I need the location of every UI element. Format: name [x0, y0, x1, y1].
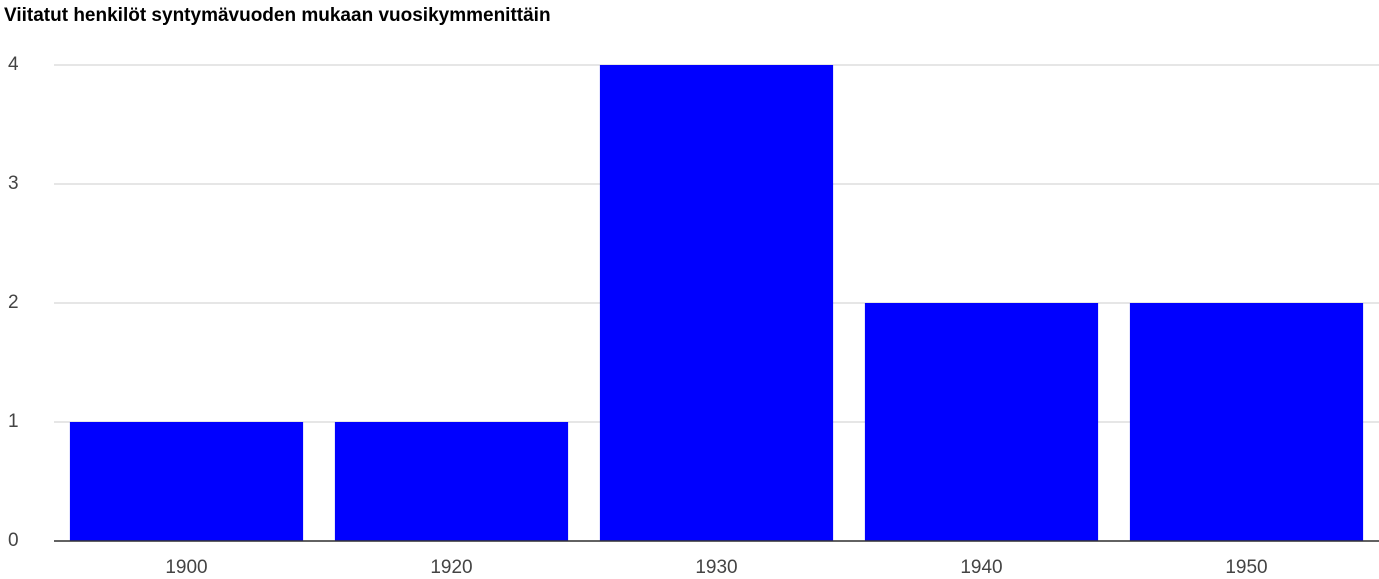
- y-tick-label: 1: [8, 411, 19, 432]
- y-tick-label: 3: [8, 173, 19, 194]
- x-tick-label: 1920: [430, 557, 472, 578]
- x-tick-label: 1940: [960, 557, 1002, 578]
- y-tick-label: 4: [8, 54, 19, 75]
- y-tick-label: 2: [8, 292, 19, 313]
- bar: [334, 422, 569, 541]
- bar: [69, 422, 304, 541]
- x-tick-label: 1900: [165, 557, 207, 578]
- x-tick-label: 1930: [695, 557, 737, 578]
- bar: [599, 65, 834, 541]
- bar: [864, 303, 1099, 541]
- chart-title: Viitatut henkilöt syntymävuoden mukaan v…: [4, 5, 551, 26]
- x-tick-label: 1950: [1225, 557, 1267, 578]
- y-tick-label: 0: [8, 530, 19, 551]
- bar: [1129, 303, 1364, 541]
